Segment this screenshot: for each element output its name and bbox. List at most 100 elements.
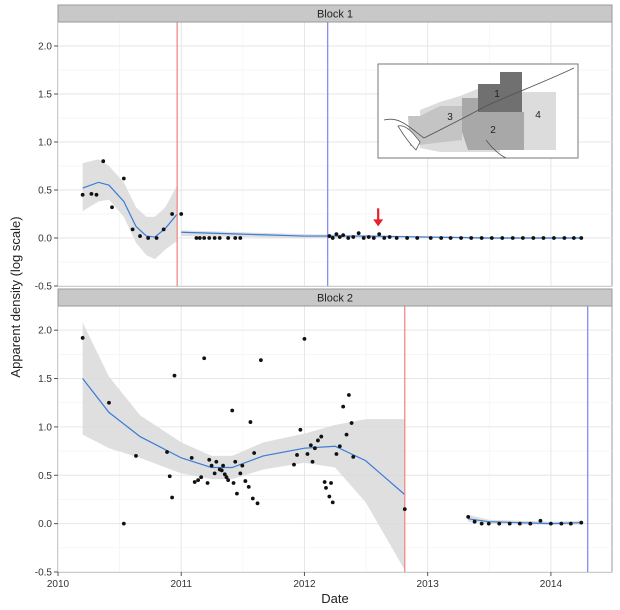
data-point xyxy=(322,480,327,484)
data-point xyxy=(179,212,184,216)
smooth-line xyxy=(82,181,178,238)
y-tick-label: -0.5 xyxy=(35,282,53,293)
data-point xyxy=(500,236,505,240)
data-point xyxy=(568,521,573,526)
data-point xyxy=(361,236,366,240)
facet-strip xyxy=(57,4,613,23)
data-point xyxy=(346,393,351,397)
data-point xyxy=(221,463,225,468)
data-point xyxy=(316,438,320,443)
data-point xyxy=(528,521,533,526)
data-point xyxy=(154,236,159,240)
x-tick-label: 2011 xyxy=(170,579,192,590)
data-point xyxy=(351,454,356,459)
data-point xyxy=(235,491,239,496)
inset-map-block-1 xyxy=(478,72,522,112)
y-tick-label: 1.5 xyxy=(38,374,52,385)
data-point xyxy=(207,236,212,240)
inset-map-label-3: 3 xyxy=(447,112,453,123)
data-point xyxy=(394,236,399,240)
data-point xyxy=(310,459,315,464)
data-point xyxy=(202,356,207,361)
data-point xyxy=(371,236,376,240)
data-point xyxy=(559,521,564,526)
data-point xyxy=(562,236,567,240)
facet-strip-label: Block 1 xyxy=(317,9,353,21)
data-point xyxy=(258,358,263,363)
data-point xyxy=(541,236,546,240)
y-tick-label: 1.5 xyxy=(38,90,52,101)
data-point xyxy=(121,521,126,526)
data-point xyxy=(351,235,356,239)
data-point xyxy=(341,233,346,238)
data-point xyxy=(121,176,126,181)
data-point xyxy=(330,500,335,505)
facet-strip xyxy=(57,288,613,307)
data-point xyxy=(238,236,243,240)
data-point xyxy=(167,474,172,479)
data-point xyxy=(209,463,214,468)
data-point xyxy=(552,236,556,240)
data-point xyxy=(212,236,217,240)
data-point xyxy=(349,421,354,425)
data-point xyxy=(459,236,463,240)
inset-map-block-4 xyxy=(520,92,556,150)
data-point xyxy=(439,236,444,240)
inset-map-label-4: 4 xyxy=(535,110,541,121)
data-point xyxy=(161,227,166,232)
data-point xyxy=(192,480,197,484)
data-point xyxy=(329,481,333,485)
data-point xyxy=(189,455,194,460)
data-point xyxy=(405,236,410,240)
data-point xyxy=(479,521,484,526)
data-point xyxy=(134,454,138,458)
data-point xyxy=(80,192,85,197)
x-tick-label: 2014 xyxy=(540,579,563,590)
data-point xyxy=(548,521,553,526)
data-point xyxy=(510,236,515,240)
y-tick-label: 2.0 xyxy=(38,326,52,337)
data-point xyxy=(356,231,361,236)
data-point xyxy=(486,521,491,526)
data-point xyxy=(224,475,229,480)
data-point xyxy=(520,236,525,240)
x-axis-title: Date xyxy=(321,591,348,606)
y-tick-label: 0.0 xyxy=(38,234,52,245)
data-point xyxy=(305,452,310,456)
data-point xyxy=(507,521,512,526)
data-point xyxy=(231,481,236,485)
panel-plot-area xyxy=(58,306,612,572)
data-point xyxy=(255,501,260,506)
smooth-line xyxy=(82,378,406,496)
data-point xyxy=(194,236,199,240)
data-point xyxy=(252,451,257,455)
data-point xyxy=(170,495,175,500)
data-point xyxy=(298,427,303,432)
data-point xyxy=(330,236,335,240)
data-point xyxy=(240,463,245,468)
x-tick-label: 2013 xyxy=(417,579,440,590)
data-point xyxy=(402,507,407,512)
data-point xyxy=(327,234,332,238)
data-point xyxy=(170,212,175,216)
data-point xyxy=(571,236,576,240)
data-point xyxy=(226,478,231,483)
data-point xyxy=(337,444,342,449)
y-tick-label: 0.5 xyxy=(38,471,52,482)
data-point xyxy=(94,192,99,197)
data-point xyxy=(248,420,253,424)
data-point xyxy=(579,520,584,525)
data-point xyxy=(233,236,238,240)
inset-map-road xyxy=(485,139,507,159)
data-point xyxy=(448,236,453,240)
data-point xyxy=(250,496,255,501)
data-point xyxy=(479,236,484,240)
data-point xyxy=(207,457,212,462)
data-point xyxy=(327,494,332,499)
data-point xyxy=(89,191,94,196)
data-point xyxy=(366,235,371,239)
data-point xyxy=(214,459,219,464)
confidence-ribbon xyxy=(181,230,582,239)
